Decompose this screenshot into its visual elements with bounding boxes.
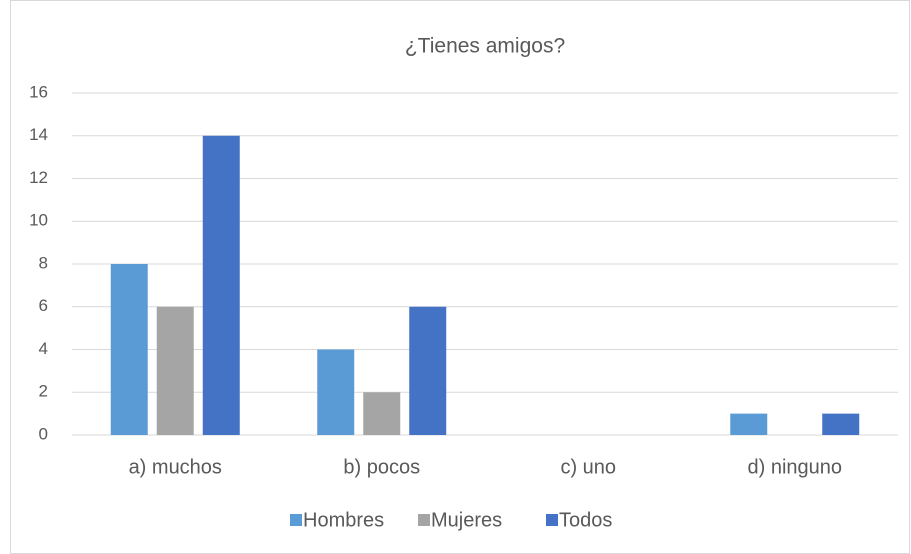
y-tick-label: 12 xyxy=(29,168,48,187)
y-tick-label: 2 xyxy=(39,382,48,401)
y-tick-label: 8 xyxy=(39,253,48,272)
bar xyxy=(822,413,860,435)
y-tick-label: 10 xyxy=(29,211,48,230)
y-tick-label: 4 xyxy=(39,339,48,358)
bar xyxy=(156,306,194,435)
bar xyxy=(409,306,447,435)
legend-swatch xyxy=(418,514,430,526)
y-tick-label: 6 xyxy=(39,296,48,315)
y-tick-label: 0 xyxy=(39,424,48,443)
bar xyxy=(110,264,148,435)
legend-label: Todos xyxy=(559,509,612,531)
x-tick-label: a) muchos xyxy=(129,456,222,478)
chart-title: ¿Tienes amigos? xyxy=(405,35,565,58)
legend-swatch xyxy=(290,514,302,526)
bar xyxy=(202,135,240,435)
legend-label: Mujeres xyxy=(431,509,502,531)
bar xyxy=(363,392,401,435)
y-tick-label: 16 xyxy=(29,82,48,101)
x-tick-label: d) ninguno xyxy=(747,456,842,478)
y-tick-label: 14 xyxy=(29,125,48,144)
legend-swatch xyxy=(546,514,558,526)
legend-label: Hombres xyxy=(303,509,384,531)
bar xyxy=(317,349,355,435)
bar xyxy=(730,413,768,435)
x-tick-label: c) uno xyxy=(560,456,616,478)
x-tick-label: b) pocos xyxy=(343,456,420,478)
